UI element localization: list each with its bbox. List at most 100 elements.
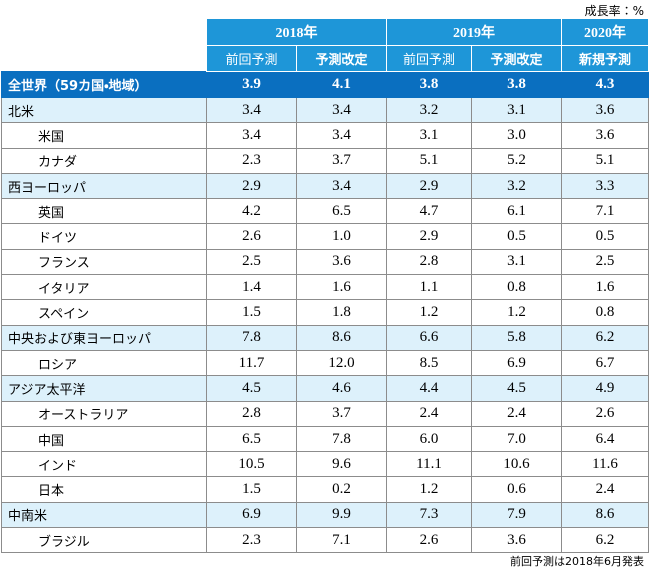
region-row: 中南米 6.9 9.9 7.3 7.9 8.6 xyxy=(1,501,649,529)
value-cell: 1.6 xyxy=(296,274,387,301)
value-cell: 5.1 xyxy=(561,147,649,174)
value-cell: 3.6 xyxy=(561,122,649,149)
value-cell: 10.5 xyxy=(206,451,297,478)
row-label: オーストラリア xyxy=(1,400,207,427)
world-row: 全世界（59カ国・地域） 3.9 4.1 3.8 3.8 4.3 xyxy=(1,71,649,98)
value-cell: 4.4 xyxy=(386,375,472,402)
value-cell: 5.2 xyxy=(471,147,562,174)
row-label: 英国 xyxy=(1,198,207,225)
year-header: 2020年 xyxy=(561,18,649,46)
country-row: ドイツ 2.6 1.0 2.9 0.5 0.5 xyxy=(1,223,649,250)
value-cell: 6.4 xyxy=(561,425,649,453)
value-cell: 0.8 xyxy=(471,274,562,301)
year-header: 2018年 xyxy=(206,18,387,46)
value-cell: 2.8 xyxy=(386,248,472,276)
value-cell: 4.5 xyxy=(471,375,562,402)
value-cell: 2.6 xyxy=(561,400,649,427)
value-cell: 0.6 xyxy=(471,476,562,503)
country-row: ブラジル 2.3 7.1 2.6 3.6 6.2 xyxy=(1,527,649,554)
value-cell: 6.5 xyxy=(206,425,297,453)
value-cell: 6.9 xyxy=(471,349,562,377)
value-cell: 3.0 xyxy=(471,122,562,149)
value-cell: 6.0 xyxy=(386,425,472,453)
value-cell: 3.1 xyxy=(471,248,562,276)
country-row: 米国 3.4 3.4 3.1 3.0 3.6 xyxy=(1,122,649,149)
row-label: ブラジル xyxy=(1,527,207,554)
row-label: アジア太平洋 xyxy=(1,375,207,402)
country-row: フランス 2.5 3.6 2.8 3.1 2.5 xyxy=(1,248,649,276)
value-cell: 3.1 xyxy=(386,122,472,149)
column-header: 予測改定 xyxy=(296,45,387,72)
value-cell: 1.2 xyxy=(386,299,472,326)
row-label: イタリア xyxy=(1,274,207,301)
row-label: ドイツ xyxy=(1,223,207,250)
forecast-table: 2018年 2019年 2020年 前回予測 予測改定 前回予測 予測改定 新規予測 全世界（… xyxy=(1,18,649,554)
value-cell: 0.2 xyxy=(296,476,387,503)
value-cell: 4.3 xyxy=(561,71,649,98)
value-cell: 7.8 xyxy=(296,425,387,453)
table-header: 2018年 2019年 2020年 前回予測 予測改定 前回予測 予測改定 新規予測 xyxy=(1,18,649,72)
value-cell: 1.0 xyxy=(296,223,387,250)
value-cell: 9.9 xyxy=(296,501,387,529)
value-cell: 3.2 xyxy=(386,96,472,124)
value-cell: 1.1 xyxy=(386,274,472,301)
row-label: 米国 xyxy=(1,122,207,149)
country-row: 英国 4.2 6.5 4.7 6.1 7.1 xyxy=(1,198,649,225)
row-label: ロシア xyxy=(1,349,207,377)
value-cell: 8.6 xyxy=(296,324,387,351)
value-cell: 4.6 xyxy=(296,375,387,402)
value-cell: 0.8 xyxy=(561,299,649,326)
value-cell: 3.3 xyxy=(561,172,649,200)
value-cell: 1.6 xyxy=(561,274,649,301)
value-cell: 6.1 xyxy=(471,198,562,225)
row-label: フランス xyxy=(1,248,207,276)
value-cell: 3.8 xyxy=(386,71,472,98)
value-cell: 9.6 xyxy=(296,451,387,478)
value-cell: 2.9 xyxy=(386,223,472,250)
value-cell: 2.4 xyxy=(561,476,649,503)
column-header: 予測改定 xyxy=(471,45,562,72)
row-label: 西ヨーロッパ xyxy=(1,172,207,200)
value-cell: 2.5 xyxy=(561,248,649,276)
value-cell: 2.4 xyxy=(386,400,472,427)
row-label: 中央および東ヨーロッパ xyxy=(1,324,207,351)
country-row: イタリア 1.4 1.6 1.1 0.8 1.6 xyxy=(1,274,649,301)
column-header: 前回予測 xyxy=(386,45,472,72)
value-cell: 3.7 xyxy=(296,147,387,174)
value-cell: 1.5 xyxy=(206,299,297,326)
row-label: 全世界（59カ国・地域） xyxy=(1,71,207,98)
value-cell: 6.7 xyxy=(561,349,649,377)
column-header: 前回予測 xyxy=(206,45,297,72)
value-cell: 3.6 xyxy=(471,527,562,554)
region-row: 北米 3.4 3.4 3.2 3.1 3.6 xyxy=(1,96,649,124)
row-label: 中南米 xyxy=(1,501,207,529)
column-header: 新規予測 xyxy=(561,45,649,72)
value-cell: 1.5 xyxy=(206,476,297,503)
value-cell: 6.9 xyxy=(206,501,297,529)
value-cell: 10.6 xyxy=(471,451,562,478)
value-cell: 1.2 xyxy=(471,299,562,326)
value-cell: 11.7 xyxy=(206,349,297,377)
value-cell: 8.6 xyxy=(561,501,649,529)
value-cell: 3.6 xyxy=(561,96,649,124)
value-cell: 6.2 xyxy=(561,324,649,351)
country-row: 日本 1.5 0.2 1.2 0.6 2.4 xyxy=(1,476,649,503)
country-row: スペイン 1.5 1.8 1.2 1.2 0.8 xyxy=(1,299,649,326)
country-row: インド 10.5 9.6 11.1 10.6 11.6 xyxy=(1,451,649,478)
value-cell: 2.9 xyxy=(386,172,472,200)
value-cell: 3.8 xyxy=(471,71,562,98)
row-label: 日本 xyxy=(1,476,207,503)
region-row: 中央および東ヨーロッパ 7.8 8.6 6.6 5.8 6.2 xyxy=(1,324,649,351)
value-cell: 3.2 xyxy=(471,172,562,200)
value-cell: 6.2 xyxy=(561,527,649,554)
value-cell: 11.1 xyxy=(386,451,472,478)
country-row: カナダ 2.3 3.7 5.1 5.2 5.1 xyxy=(1,147,649,174)
country-row: ロシア 11.7 12.0 8.5 6.9 6.7 xyxy=(1,349,649,377)
value-cell: 2.3 xyxy=(206,147,297,174)
value-cell: 4.5 xyxy=(206,375,297,402)
value-cell: 0.5 xyxy=(471,223,562,250)
value-cell: 2.9 xyxy=(206,172,297,200)
value-cell: 7.3 xyxy=(386,501,472,529)
value-cell: 0.5 xyxy=(561,223,649,250)
